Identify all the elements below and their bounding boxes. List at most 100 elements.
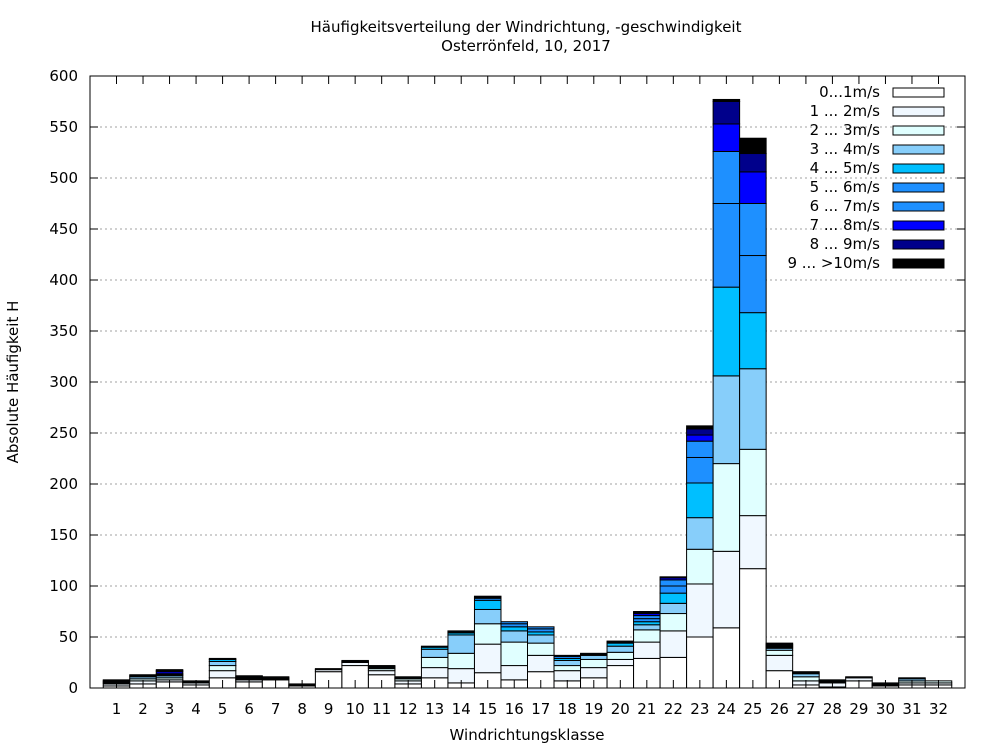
x-tick-label: 12: [399, 700, 418, 718]
y-tick-label: 450: [49, 220, 78, 238]
bar-segment: [792, 671, 820, 674]
legend: 0...1m/s1 ... 2m/s2 ... 3m/s3 ... 4m/s4 …: [787, 83, 945, 272]
legend-label: 1 ... 2m/s: [810, 102, 881, 120]
bar-segment: [208, 660, 237, 667]
y-tick-label: 200: [49, 475, 78, 493]
legend-swatch: [892, 258, 945, 269]
bar-segment: [659, 576, 688, 579]
bar-segment: [500, 641, 529, 667]
x-axis-label: Windrichtungsklasse: [450, 726, 605, 744]
y-axis-label: Absolute Häufigkeit H: [4, 301, 22, 464]
x-tick-label: 25: [743, 700, 762, 718]
bar-segment: [314, 668, 343, 671]
bar-segment: [712, 203, 741, 288]
legend-label: 2 ... 3m/s: [810, 121, 881, 139]
bar-segment: [473, 623, 502, 645]
bar-segment: [659, 613, 688, 632]
bar-segment: [659, 579, 688, 587]
bar-segment: [765, 642, 794, 645]
legend-swatch: [892, 220, 945, 231]
x-tick-label: 8: [297, 700, 307, 718]
x-tick-label: 9: [324, 700, 334, 718]
bar-segment: [500, 621, 529, 625]
x-tick-label: 18: [558, 700, 577, 718]
bar-segment: [420, 648, 449, 658]
bar-segment: [420, 656, 449, 669]
bar-segment: [712, 150, 741, 204]
bar-segment: [633, 629, 661, 643]
bar-segment: [686, 517, 714, 550]
bar-segment: [712, 286, 741, 377]
bar-segment: [659, 630, 688, 658]
bar-segment: [659, 592, 688, 604]
legend-label: 4 ... 5m/s: [810, 159, 881, 177]
bar-segment: [606, 645, 635, 653]
x-tick-label: 23: [690, 700, 709, 718]
legend-swatch: [892, 125, 945, 136]
y-tick-label: 550: [49, 118, 78, 136]
legend-swatch: [892, 239, 945, 250]
bar-segment: [553, 670, 582, 682]
y-tick-label: 50: [59, 628, 78, 646]
x-tick-label: 20: [611, 700, 630, 718]
bars: [102, 98, 953, 689]
bar-segment: [712, 101, 741, 125]
bar-segment: [367, 670, 396, 676]
x-tick-label: 14: [452, 700, 471, 718]
x-tick-label: 30: [876, 700, 895, 718]
legend-label: 0...1m/s: [819, 83, 880, 101]
bar-segment: [473, 595, 502, 598]
bar-segment: [341, 659, 369, 662]
bar-segment: [580, 667, 608, 679]
bar-segment: [580, 652, 608, 655]
bar-segment: [686, 428, 714, 436]
legend-swatch: [892, 182, 945, 193]
x-tick-label: 3: [165, 700, 175, 718]
bar-segment: [739, 255, 767, 314]
bar-segment: [712, 98, 741, 102]
bar-segment: [659, 585, 688, 594]
legend-label: 3 ... 4m/s: [810, 140, 881, 158]
bar-segment: [527, 634, 555, 644]
legend-label: 5 ... 6m/s: [810, 178, 881, 196]
bar-segment: [580, 658, 608, 669]
bar-segment: [739, 171, 767, 205]
x-tick-label: 7: [271, 700, 281, 718]
x-tick-label: 4: [191, 700, 201, 718]
bar-segment: [686, 434, 714, 442]
x-tick-label: 15: [478, 700, 497, 718]
y-tick-label: 0: [68, 679, 78, 697]
legend-swatch: [892, 106, 945, 117]
bar-segment: [739, 568, 767, 689]
bar-segment: [712, 375, 741, 465]
x-tick-label: 17: [531, 700, 550, 718]
bar-segment: [606, 658, 635, 667]
y-tick-label: 100: [49, 577, 78, 595]
bar-segment: [394, 676, 422, 679]
y-tick-label: 150: [49, 526, 78, 544]
bar-segment: [898, 677, 926, 680]
bar-segment: [686, 548, 714, 585]
bar-segment: [739, 368, 767, 450]
x-tick-label: 27: [796, 700, 815, 718]
x-tick-label: 31: [902, 700, 921, 718]
bar-segment: [261, 676, 290, 679]
legend-label: 8 ... 9m/s: [810, 235, 881, 253]
bar-segment: [712, 123, 741, 152]
bar-segment: [527, 642, 555, 656]
bar-segment: [553, 659, 582, 667]
y-axis: 0 50 100 150 200 250 300 350 400 450 500 550 600: [49, 67, 965, 697]
bar-segment: [420, 667, 449, 679]
bar-segment: [739, 153, 767, 173]
bar-segment: [739, 203, 767, 257]
x-tick-label: 24: [717, 700, 736, 718]
y-tick-label: 300: [49, 373, 78, 391]
x-tick-label: 11: [372, 700, 391, 718]
x-tick-label: 28: [823, 700, 842, 718]
x-tick-label: 22: [664, 700, 683, 718]
legend-swatch: [892, 201, 945, 212]
bar-segment: [686, 425, 714, 430]
x-tick-label: 10: [346, 700, 365, 718]
y-tick-label: 350: [49, 322, 78, 340]
